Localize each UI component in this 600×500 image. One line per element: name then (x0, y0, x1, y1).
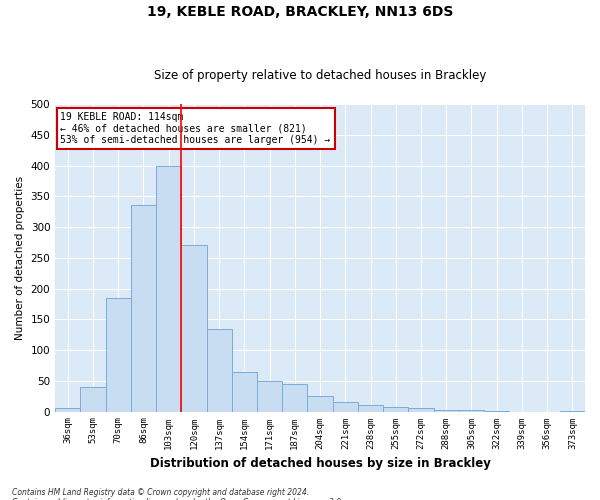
Bar (383, 406, 409, 412)
Bar (55, 408, 80, 412)
Bar (206, 328, 232, 411)
Bar (131, 206, 156, 412)
Text: Contains HM Land Registry data © Crown copyright and database right 2024.: Contains HM Land Registry data © Crown c… (12, 488, 309, 497)
Bar (106, 298, 131, 412)
Bar (181, 246, 206, 412)
Text: 19, KEBLE ROAD, BRACKLEY, NN13 6DS: 19, KEBLE ROAD, BRACKLEY, NN13 6DS (147, 5, 453, 19)
Bar (459, 410, 484, 412)
Title: Size of property relative to detached houses in Brackley: Size of property relative to detached ho… (154, 69, 486, 82)
Text: Contains public sector information licensed under the Open Government Licence v3: Contains public sector information licen… (12, 498, 343, 500)
Bar (409, 408, 434, 412)
Bar (484, 411, 509, 412)
Bar (232, 372, 257, 412)
Bar (156, 166, 181, 412)
Bar (282, 384, 307, 411)
Bar (358, 406, 383, 411)
Bar (307, 396, 332, 411)
X-axis label: Distribution of detached houses by size in Brackley: Distribution of detached houses by size … (149, 457, 491, 470)
Text: 19 KEBLE ROAD: 114sqm
← 46% of detached houses are smaller (821)
53% of semi-det: 19 KEBLE ROAD: 114sqm ← 46% of detached … (61, 112, 331, 145)
Bar (80, 387, 106, 411)
Bar (332, 402, 358, 411)
Bar (434, 410, 459, 412)
Bar (257, 381, 282, 412)
Bar (560, 411, 585, 412)
Y-axis label: Number of detached properties: Number of detached properties (15, 176, 25, 340)
